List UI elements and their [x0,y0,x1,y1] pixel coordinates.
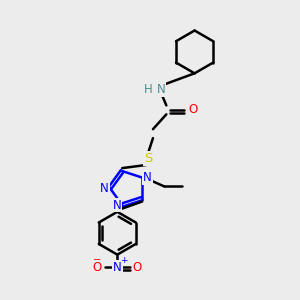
Text: S: S [144,152,153,165]
Text: O: O [93,261,102,274]
Text: O: O [133,261,142,274]
Text: O: O [188,103,198,116]
Text: N: N [143,171,152,184]
Text: +: + [120,256,127,265]
Text: −: − [93,255,101,265]
Text: H: H [143,82,152,96]
Text: N: N [157,82,165,96]
Text: N: N [112,199,121,212]
Text: N: N [113,261,122,274]
Text: N: N [100,182,109,194]
